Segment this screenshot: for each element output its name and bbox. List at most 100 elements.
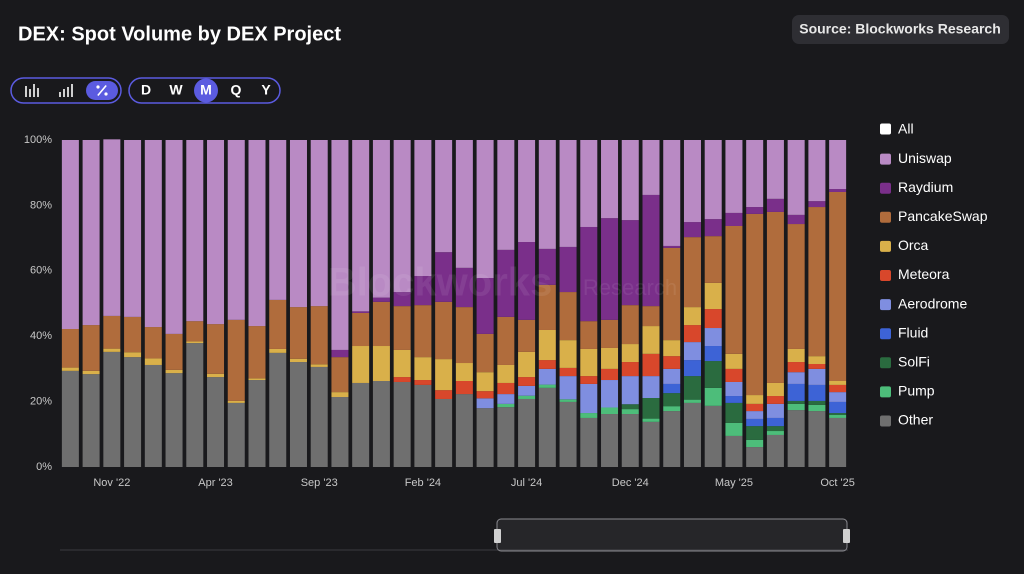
- bar-segment: [829, 384, 847, 393]
- bar-segment: [663, 140, 681, 246]
- legend-swatch[interactable]: [880, 328, 891, 340]
- bar-segment: [787, 140, 805, 215]
- legend-label[interactable]: Meteora: [898, 266, 950, 282]
- legend-label[interactable]: PancakeSwap: [898, 208, 988, 224]
- bar-segment: [663, 340, 681, 357]
- period-button[interactable]: M: [200, 82, 212, 98]
- bar-segment: [435, 140, 453, 253]
- legend-swatch[interactable]: [880, 386, 891, 398]
- bar-segment: [601, 347, 619, 369]
- navigator-handle[interactable]: [494, 529, 501, 543]
- bar-segment: [497, 407, 515, 467]
- legend-swatch[interactable]: [880, 299, 891, 311]
- bar-segment: [621, 305, 639, 345]
- bar-segment: [829, 413, 847, 416]
- bar-segment: [580, 348, 598, 377]
- bar-segment: [124, 352, 142, 358]
- y-tick-label: 40%: [30, 330, 52, 342]
- bar-segment: [663, 247, 681, 341]
- bar-segment: [766, 211, 784, 383]
- x-tick-label: Nov '22: [93, 477, 130, 489]
- bar-segment: [82, 370, 100, 375]
- bar-segment: [725, 422, 743, 436]
- bar-segment: [414, 305, 432, 358]
- bar-segment: [663, 356, 681, 369]
- legend-swatch[interactable]: [880, 415, 891, 427]
- legend-label[interactable]: Raydium: [898, 179, 953, 195]
- bar-segment: [289, 362, 307, 467]
- bar-segment: [663, 368, 681, 384]
- legend-swatch[interactable]: [880, 270, 891, 281]
- bar-segment: [621, 376, 639, 405]
- bar-segment: [808, 207, 826, 357]
- legend-swatch[interactable]: [880, 240, 891, 252]
- legend-swatch[interactable]: [880, 123, 891, 135]
- bar-segment: [165, 369, 183, 374]
- legend-label[interactable]: Other: [898, 412, 933, 428]
- bar-segment: [580, 417, 598, 467]
- source-label[interactable]: Source: Blockworks Research: [799, 21, 1001, 37]
- bar-segment: [725, 353, 743, 369]
- bar-segment: [808, 384, 826, 401]
- bar-segment: [352, 140, 370, 312]
- bar-segment: [144, 140, 162, 328]
- y-tick-label: 60%: [30, 265, 52, 277]
- bar-segment: [144, 358, 162, 365]
- bar-segment: [227, 140, 245, 320]
- bar-segment: [766, 382, 784, 397]
- legend-swatch[interactable]: [880, 182, 891, 194]
- y-tick-label: 0%: [36, 461, 52, 473]
- bar-segment: [787, 214, 805, 225]
- bar-segment: [663, 383, 681, 394]
- period-active[interactable]: [194, 78, 218, 103]
- bar-segment: [144, 327, 162, 359]
- bar-segment: [497, 140, 515, 250]
- bar-segment: [580, 321, 598, 349]
- period-button[interactable]: W: [169, 82, 183, 98]
- bar-segment: [248, 326, 266, 379]
- bar-segment: [704, 387, 722, 406]
- legend-label[interactable]: Fluid: [898, 324, 928, 340]
- bar-segment: [683, 342, 701, 361]
- bar-segment: [455, 380, 473, 395]
- bar-segment: [580, 383, 598, 414]
- legend-swatch[interactable]: [880, 357, 891, 369]
- bar-segment: [518, 377, 536, 386]
- period-button[interactable]: Q: [231, 82, 242, 98]
- legend-label[interactable]: SolFi: [898, 354, 930, 370]
- navigator-window[interactable]: [496, 518, 848, 552]
- x-tick-label: Sep '23: [301, 477, 338, 489]
- bar-segment: [621, 362, 639, 377]
- legend-swatch[interactable]: [880, 211, 891, 223]
- bar-segment: [476, 333, 494, 373]
- bar-icon[interactable]: [25, 84, 39, 97]
- legend-label[interactable]: Uniswap: [898, 150, 952, 166]
- bar-segment: [289, 140, 307, 308]
- navigator-handle[interactable]: [843, 529, 850, 543]
- legend-label[interactable]: Orca: [898, 237, 929, 253]
- legend-label[interactable]: Aerodrome: [898, 295, 967, 311]
- legend-swatch[interactable]: [880, 153, 891, 165]
- bar-segment: [61, 140, 79, 330]
- bar-segment: [621, 344, 639, 363]
- bar-segment: [683, 222, 701, 238]
- bar-segment: [538, 140, 556, 249]
- bar-segment: [248, 378, 266, 381]
- bar-segment: [393, 306, 411, 350]
- bar-segment: [497, 403, 515, 408]
- period-button[interactable]: Y: [261, 82, 271, 98]
- bar-segment: [372, 380, 390, 467]
- source-button[interactable]: [792, 15, 1009, 44]
- bar-segment: [144, 364, 162, 467]
- legend-label[interactable]: All: [898, 121, 914, 137]
- bar-segment: [601, 140, 619, 219]
- bar-segment: [207, 324, 225, 374]
- bar-segment: [621, 409, 639, 415]
- period-button[interactable]: D: [141, 82, 151, 98]
- chart-title: DEX: Spot Volume by DEX Project: [18, 23, 341, 45]
- bar-segment: [414, 384, 432, 467]
- legend-label[interactable]: Pump: [898, 383, 935, 399]
- stacked-icon[interactable]: [59, 84, 73, 97]
- bar-segment: [331, 349, 349, 358]
